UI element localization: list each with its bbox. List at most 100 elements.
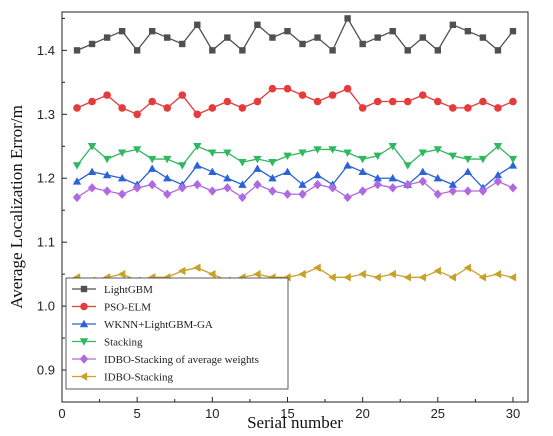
data-point: [132, 183, 142, 193]
legend-marker: [79, 319, 89, 328]
legend-marker: [80, 285, 88, 293]
data-point: [358, 155, 367, 164]
data-point: [478, 155, 488, 164]
data-point: [102, 186, 112, 196]
data-point: [163, 104, 172, 112]
data-point: [73, 104, 81, 112]
data-point: [299, 40, 306, 48]
data-point: [388, 183, 397, 193]
data-point: [328, 183, 337, 193]
data-point: [388, 143, 397, 151]
data-point: [343, 84, 352, 93]
data-point: [209, 47, 216, 54]
data-point: [374, 34, 381, 41]
data-point: [508, 183, 518, 193]
data-point: [238, 192, 247, 203]
data-point: [404, 47, 411, 54]
x-tick-label: 5: [134, 406, 141, 421]
data-point: [163, 174, 172, 182]
data-point: [373, 97, 382, 106]
series-lightgbm: [73, 15, 517, 54]
data-point: [479, 34, 487, 41]
data-point: [117, 189, 127, 199]
data-point: [87, 143, 97, 151]
data-point: [103, 91, 111, 99]
data-point: [253, 155, 262, 164]
data-point: [328, 273, 336, 282]
series-line: [76, 145, 514, 167]
data-point: [133, 110, 141, 119]
data-point: [493, 269, 502, 279]
data-point: [178, 91, 187, 99]
data-point: [178, 162, 187, 170]
data-point: [478, 186, 488, 196]
data-point: [118, 27, 126, 35]
data-point: [328, 146, 337, 154]
data-point: [133, 47, 141, 54]
series-pso-elm: [73, 84, 517, 119]
series-line: [76, 164, 514, 189]
data-point: [223, 149, 232, 157]
data-point: [147, 155, 157, 164]
y-tick-label: 0.9: [37, 363, 55, 378]
data-point: [313, 97, 322, 106]
data-point: [298, 180, 307, 188]
data-point: [87, 167, 97, 176]
data-point: [178, 266, 186, 276]
data-point: [223, 183, 232, 193]
data-point: [403, 97, 412, 106]
legend: LightGBM PSO-ELM WKNN+LightGBM-GA Stacking I…: [65, 277, 289, 390]
data-point: [147, 179, 157, 190]
data-point: [208, 149, 217, 157]
axes: 0 5 10 15 20 25 30 0.9 1.0 1.1 1.2 1.3 1.4: [37, 11, 529, 421]
legend-item: LightGBM: [72, 284, 153, 296]
data-point: [72, 192, 82, 203]
data-point: [433, 266, 442, 276]
data-point: [298, 189, 307, 199]
data-point: [254, 21, 261, 28]
legend-label: Stacking: [104, 337, 143, 349]
data-point: [359, 40, 366, 48]
legend-marker: [79, 372, 88, 381]
data-point: [72, 177, 82, 185]
data-point: [313, 170, 322, 179]
data-point: [328, 91, 337, 99]
data-point: [508, 155, 518, 164]
data-point: [148, 27, 156, 35]
data-point: [329, 47, 336, 54]
data-point: [313, 179, 322, 190]
data-point: [193, 143, 202, 151]
data-point: [358, 167, 367, 176]
data-point: [132, 146, 142, 154]
data-point: [358, 104, 367, 112]
data-point: [508, 273, 517, 282]
legend-label: PSO-ELM: [104, 302, 151, 314]
series-stacking: [72, 143, 518, 170]
x-tick-label: 20: [355, 406, 369, 421]
data-point: [87, 183, 97, 193]
data-point: [268, 159, 277, 167]
data-point: [344, 15, 351, 22]
data-point: [478, 273, 487, 282]
data-point: [389, 27, 396, 35]
y-axis-label: Average Localization Error/m: [7, 105, 26, 309]
data-point: [208, 269, 216, 279]
data-point: [448, 152, 458, 161]
data-point: [178, 183, 187, 193]
data-point: [88, 40, 96, 48]
data-point: [268, 186, 277, 196]
data-point: [494, 104, 502, 112]
data-point: [434, 47, 442, 54]
data-point: [283, 152, 292, 161]
data-point: [284, 27, 291, 35]
data-point: [148, 97, 156, 106]
legend-item: PSO-ELM: [72, 302, 151, 314]
y-tick-label: 1.3: [37, 107, 55, 122]
y-tick-label: 1.2: [37, 171, 55, 186]
data-point: [163, 189, 172, 199]
data-point: [223, 97, 232, 106]
data-point: [434, 97, 442, 106]
data-point: [388, 269, 396, 279]
legend-item: WKNN+LightGBM-GA: [72, 319, 213, 331]
